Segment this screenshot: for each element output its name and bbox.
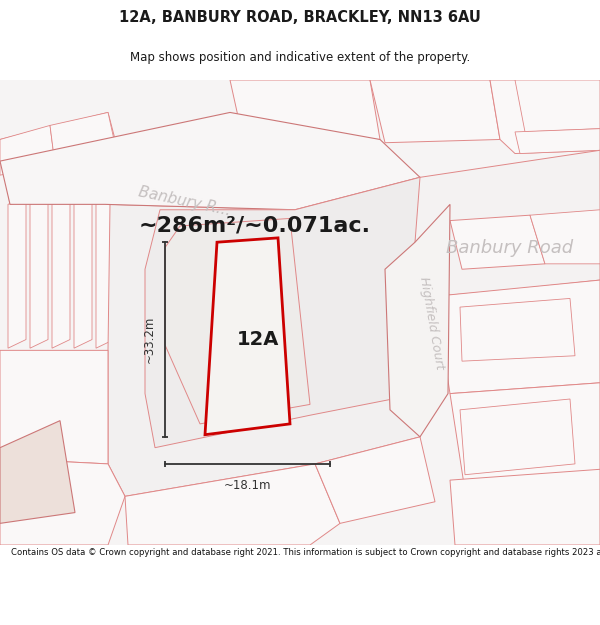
Polygon shape [230, 80, 380, 145]
Polygon shape [108, 177, 450, 496]
Text: 12A: 12A [237, 330, 279, 349]
Polygon shape [450, 382, 600, 491]
Polygon shape [0, 421, 75, 523]
Polygon shape [0, 80, 600, 545]
Polygon shape [385, 204, 450, 437]
Text: Contains OS data © Crown copyright and database right 2021. This information is : Contains OS data © Crown copyright and d… [11, 548, 600, 558]
Polygon shape [96, 197, 114, 348]
Polygon shape [125, 464, 340, 545]
Polygon shape [205, 238, 290, 435]
Polygon shape [315, 437, 435, 523]
Polygon shape [450, 469, 600, 545]
Polygon shape [490, 80, 600, 154]
Polygon shape [460, 399, 575, 475]
Polygon shape [415, 150, 600, 296]
Polygon shape [460, 299, 575, 361]
Text: ~286m²/~0.071ac.: ~286m²/~0.071ac. [139, 216, 371, 236]
Polygon shape [145, 177, 448, 448]
Polygon shape [8, 197, 26, 348]
Polygon shape [0, 459, 125, 545]
Polygon shape [450, 215, 545, 269]
Polygon shape [370, 80, 500, 142]
Polygon shape [30, 197, 48, 348]
Polygon shape [165, 218, 310, 424]
Polygon shape [435, 280, 600, 394]
Polygon shape [0, 112, 125, 204]
Polygon shape [50, 112, 118, 164]
Text: ~33.2m: ~33.2m [143, 316, 156, 363]
Polygon shape [515, 129, 600, 154]
Polygon shape [515, 80, 600, 132]
Polygon shape [74, 197, 92, 348]
Text: Highfield Court: Highfield Court [418, 276, 446, 371]
Text: Map shows position and indicative extent of the property.: Map shows position and indicative extent… [130, 51, 470, 64]
Polygon shape [52, 197, 70, 348]
Text: Banbury R...: Banbury R... [137, 184, 233, 218]
Polygon shape [0, 351, 108, 464]
Text: Banbury Road: Banbury Road [446, 239, 574, 257]
Polygon shape [530, 210, 600, 264]
Text: ~18.1m: ~18.1m [224, 479, 271, 492]
Text: 12A, BANBURY ROAD, BRACKLEY, NN13 6AU: 12A, BANBURY ROAD, BRACKLEY, NN13 6AU [119, 10, 481, 25]
Polygon shape [0, 112, 420, 210]
Polygon shape [0, 126, 55, 175]
